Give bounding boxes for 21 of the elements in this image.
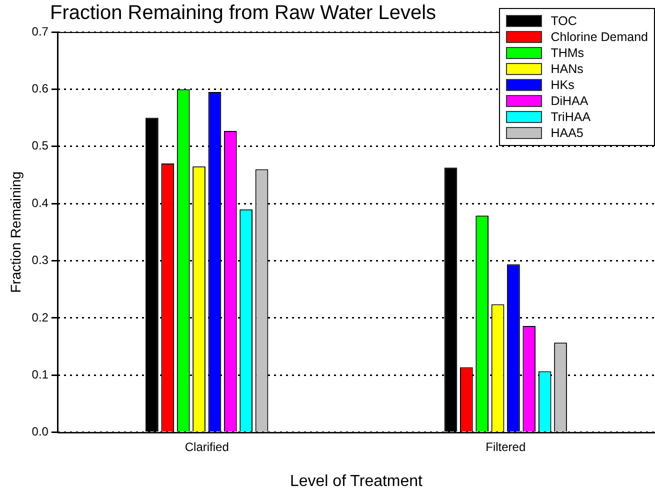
chart-title: Fraction Remaining from Raw Water Levels	[50, 2, 436, 25]
legend-label: HKs	[550, 78, 574, 92]
y-tick-label: 0.6	[32, 82, 49, 96]
y-tick-label: 0.7	[32, 24, 49, 38]
y-tick-label: 0.2	[32, 310, 49, 324]
legend-label: TOC	[550, 14, 577, 28]
x-axis-title: Level of Treatment	[290, 472, 424, 490]
x-tick-label: Clarified	[184, 440, 229, 454]
legend-label: Chlorine Demand	[550, 30, 648, 44]
y-tick-label: 0.1	[32, 368, 49, 382]
y-tick-label: 0.3	[32, 253, 49, 268]
legend-label: THMs	[550, 46, 584, 60]
legend-label: HANs	[550, 62, 584, 76]
y-tick-label: 0.4	[32, 196, 49, 210]
x-tick-label: Filtered	[486, 440, 526, 454]
y-tick-label: 0.5	[32, 138, 49, 153]
legend-label: TriHAA	[550, 110, 591, 124]
y-tick-label: 0.0	[32, 424, 49, 439]
y-axis-title: Fraction Remaining	[7, 172, 24, 293]
legend-label: DiHAA	[550, 94, 588, 108]
legend-label: HAA5	[550, 126, 584, 140]
